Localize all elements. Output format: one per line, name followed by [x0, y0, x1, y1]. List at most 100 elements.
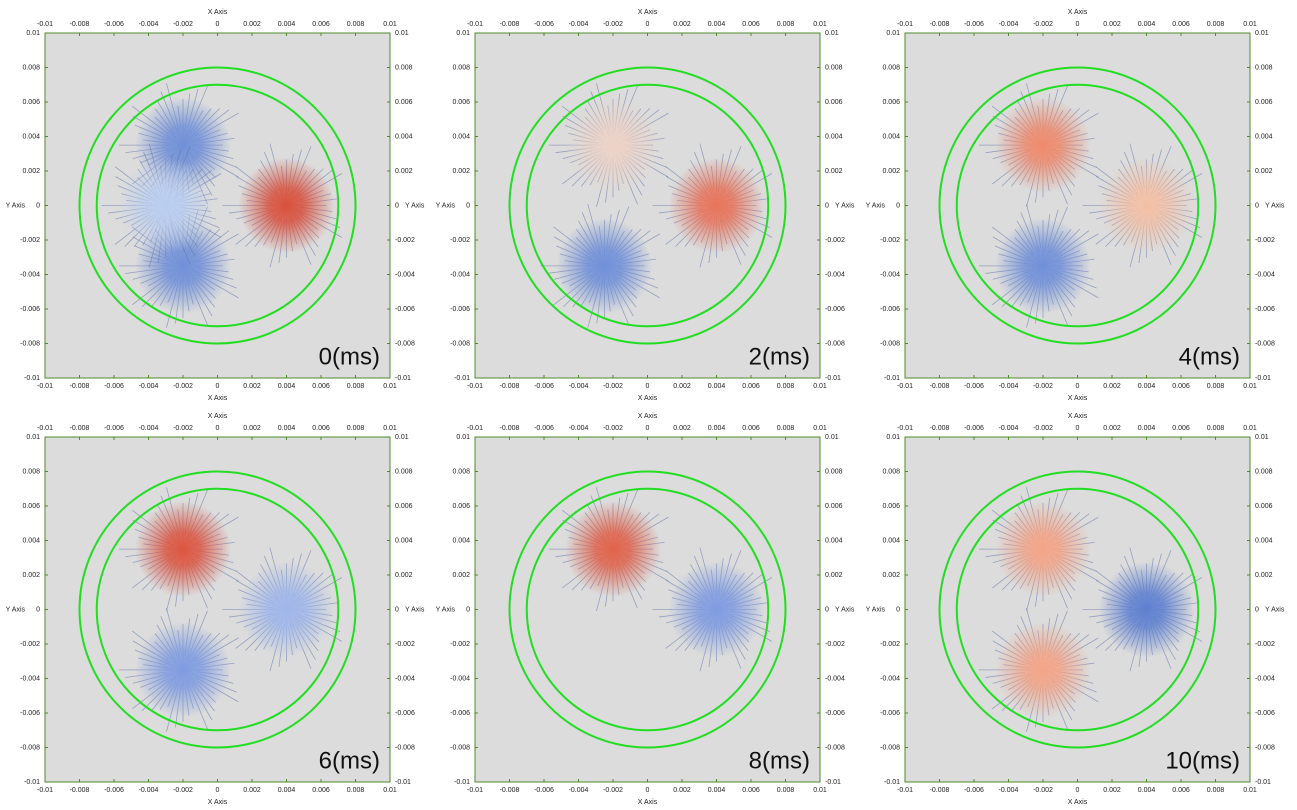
- x-tick-label: -0.004: [999, 787, 1019, 794]
- y-tick-label: 0.002: [825, 572, 843, 579]
- x-tick-label: -0.01: [467, 787, 483, 794]
- x-tick-label: -0.006: [104, 425, 124, 432]
- x-axis-label: X Axis: [638, 799, 658, 806]
- y-axis-label: Y Axis: [1265, 606, 1285, 613]
- x-tick-label: -0.008: [70, 383, 90, 390]
- y-tick-label: -0.006: [450, 306, 470, 313]
- y-tick-label: -0.004: [20, 271, 40, 278]
- x-tick-label: -0.004: [139, 425, 159, 432]
- x-tick-label: -0.008: [70, 425, 90, 432]
- x-tick-label: 0.004: [1138, 383, 1156, 390]
- annotation: 6(ms): [319, 747, 380, 774]
- x-tick-label: 0.004: [708, 787, 726, 794]
- y-tick-label: -0.004: [20, 675, 40, 682]
- y-tick-label: 0: [825, 606, 829, 613]
- x-tick-label: -0.01: [37, 425, 53, 432]
- y-tick-label: 0.002: [882, 572, 900, 579]
- y-tick-label: -0.004: [825, 271, 845, 278]
- x-tick-label: -0.004: [999, 425, 1019, 432]
- x-tick-label: 0: [216, 425, 220, 432]
- y-tick-label: -0.002: [450, 237, 470, 244]
- x-axis-label: X Axis: [638, 395, 658, 402]
- x-tick-label: 0.002: [673, 787, 691, 794]
- x-tick-label: 0.006: [312, 21, 330, 28]
- y-tick-label: -0.002: [1255, 237, 1275, 244]
- y-tick-label: 0.004: [22, 133, 40, 140]
- y-tick-label: 0.006: [825, 99, 843, 106]
- y-tick-label: 0.008: [395, 64, 413, 71]
- y-tick-label: 0.008: [452, 468, 470, 475]
- y-axis-label: Y Axis: [436, 202, 456, 209]
- x-tick-label: 0.008: [347, 383, 365, 390]
- x-tick-label: -0.002: [173, 425, 193, 432]
- x-tick-label: 0.004: [1138, 787, 1156, 794]
- y-tick-label: 0.006: [452, 99, 470, 106]
- x-tick-label: -0.008: [500, 787, 520, 794]
- x-axis-label: X Axis: [1068, 413, 1088, 420]
- x-tick-label: -0.002: [603, 787, 623, 794]
- source: [995, 622, 1091, 718]
- y-tick-label: -0.01: [1255, 375, 1271, 382]
- x-tick-label: -0.002: [1033, 787, 1053, 794]
- y-tick-label: -0.002: [880, 237, 900, 244]
- x-tick-label: 0: [216, 21, 220, 28]
- y-tick-label: -0.008: [20, 340, 40, 347]
- x-tick-label: 0.008: [347, 425, 365, 432]
- x-tick-label: -0.004: [139, 787, 159, 794]
- x-tick-label: 0.004: [1138, 21, 1156, 28]
- y-axis-label: Y Axis: [405, 202, 425, 209]
- x-tick-label: 0.008: [1207, 425, 1225, 432]
- x-tick-label: -0.004: [139, 21, 159, 28]
- x-tick-label: 0.008: [1207, 383, 1225, 390]
- source: [239, 562, 335, 658]
- y-tick-label: 0.002: [395, 168, 413, 175]
- x-tick-label: 0.008: [777, 787, 795, 794]
- y-tick-label: -0.01: [395, 375, 411, 382]
- x-tick-label: -0.006: [104, 21, 124, 28]
- source: [1099, 562, 1195, 658]
- y-tick-label: -0.006: [20, 710, 40, 717]
- x-tick-label: -0.006: [964, 383, 984, 390]
- y-tick-label: 0.004: [825, 133, 843, 140]
- y-axis-label: Y Axis: [436, 606, 456, 613]
- y-tick-label: 0.01: [886, 434, 900, 441]
- y-tick-label: -0.008: [1255, 744, 1275, 751]
- x-tick-label: 0.004: [708, 21, 726, 28]
- y-tick-label: -0.008: [825, 340, 845, 347]
- x-tick-label: -0.004: [569, 383, 589, 390]
- y-tick-label: 0: [896, 202, 900, 209]
- y-tick-label: 0.006: [882, 503, 900, 510]
- y-tick-label: 0.006: [22, 503, 40, 510]
- x-tick-label: -0.01: [897, 425, 913, 432]
- x-tick-label: -0.01: [37, 383, 53, 390]
- x-tick-label: 0.004: [708, 383, 726, 390]
- y-tick-label: -0.01: [395, 779, 411, 786]
- y-tick-label: -0.004: [1255, 675, 1275, 682]
- x-tick-label: -0.008: [70, 787, 90, 794]
- x-tick-label: 0: [646, 383, 650, 390]
- x-axis-label: X Axis: [1068, 9, 1088, 16]
- y-tick-label: -0.002: [825, 641, 845, 648]
- x-axis-label: X Axis: [1068, 395, 1088, 402]
- x-tick-label: 0.01: [1243, 425, 1257, 432]
- y-tick-label: 0: [896, 606, 900, 613]
- y-tick-label: 0.008: [1255, 468, 1273, 475]
- y-tick-label: 0.002: [882, 168, 900, 175]
- x-tick-label: -0.002: [173, 787, 193, 794]
- x-tick-label: 0.004: [278, 21, 296, 28]
- y-tick-label: -0.01: [454, 779, 470, 786]
- y-tick-label: -0.006: [450, 710, 470, 717]
- x-tick-label: -0.01: [467, 21, 483, 28]
- x-tick-label: -0.006: [964, 425, 984, 432]
- x-tick-label: -0.002: [1033, 21, 1053, 28]
- x-tick-label: -0.006: [534, 383, 554, 390]
- x-tick-label: -0.002: [173, 21, 193, 28]
- source: [669, 158, 765, 254]
- y-tick-label: 0.004: [882, 537, 900, 544]
- x-tick-label: -0.008: [930, 383, 950, 390]
- x-tick-label: 0.006: [312, 425, 330, 432]
- x-tick-label: 0.01: [1243, 383, 1257, 390]
- x-tick-label: -0.004: [999, 21, 1019, 28]
- x-tick-label: 0.01: [383, 21, 397, 28]
- y-tick-label: -0.006: [1255, 710, 1275, 717]
